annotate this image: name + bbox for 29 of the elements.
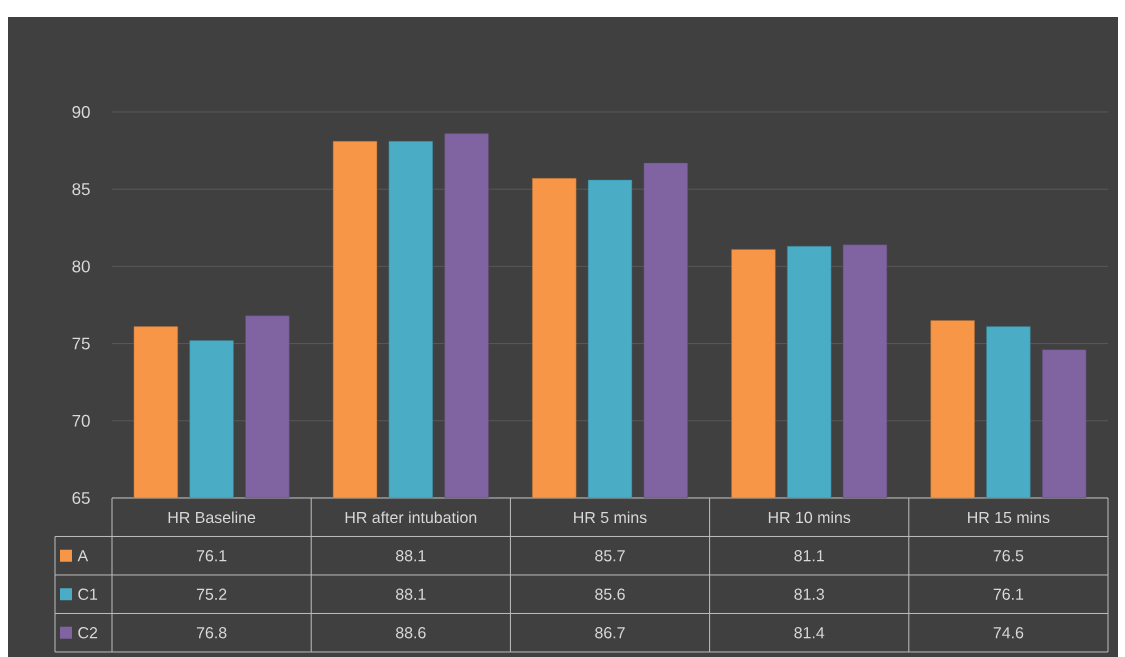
x-tick-label: HR 15 mins xyxy=(968,511,1050,524)
x-tick-label: HR after intubation xyxy=(345,511,477,524)
y-tick-label: 65 xyxy=(72,491,90,504)
data-label: 76.1 xyxy=(196,550,227,562)
data-label: 76.5 xyxy=(993,550,1024,562)
y-tick-label: 85 xyxy=(72,183,90,196)
y-tick-label: 75 xyxy=(72,337,90,350)
y-tick-label: 70 xyxy=(72,414,90,427)
data-label: 88.6 xyxy=(395,627,426,639)
x-tick-label: HR 5 mins xyxy=(574,511,647,524)
data-label: 86.7 xyxy=(595,627,625,639)
data-label: 81.1 xyxy=(794,550,824,562)
legend-label: A xyxy=(77,550,89,562)
x-tick-label: HR 10 mins xyxy=(768,511,851,524)
data-label: 88.1 xyxy=(395,588,426,600)
data-label: 74.6 xyxy=(993,627,1024,639)
data-label: 76.1 xyxy=(993,588,1024,600)
legend-label: C2 xyxy=(78,627,98,639)
y-tick-label: 90 xyxy=(72,105,90,118)
data-label: 88.1 xyxy=(395,550,426,562)
data-label: 81.4 xyxy=(794,627,825,639)
y-tick-label: 80 xyxy=(72,260,90,273)
data-label: 81.3 xyxy=(794,588,824,600)
data-label: 85.7 xyxy=(595,550,625,562)
x-tick-label: HR Baseline xyxy=(168,511,256,524)
data-label: 75.2 xyxy=(196,588,227,600)
legend-label: C1 xyxy=(78,588,98,600)
data-label: 85.6 xyxy=(595,588,625,600)
data-label: 76.8 xyxy=(196,627,227,639)
